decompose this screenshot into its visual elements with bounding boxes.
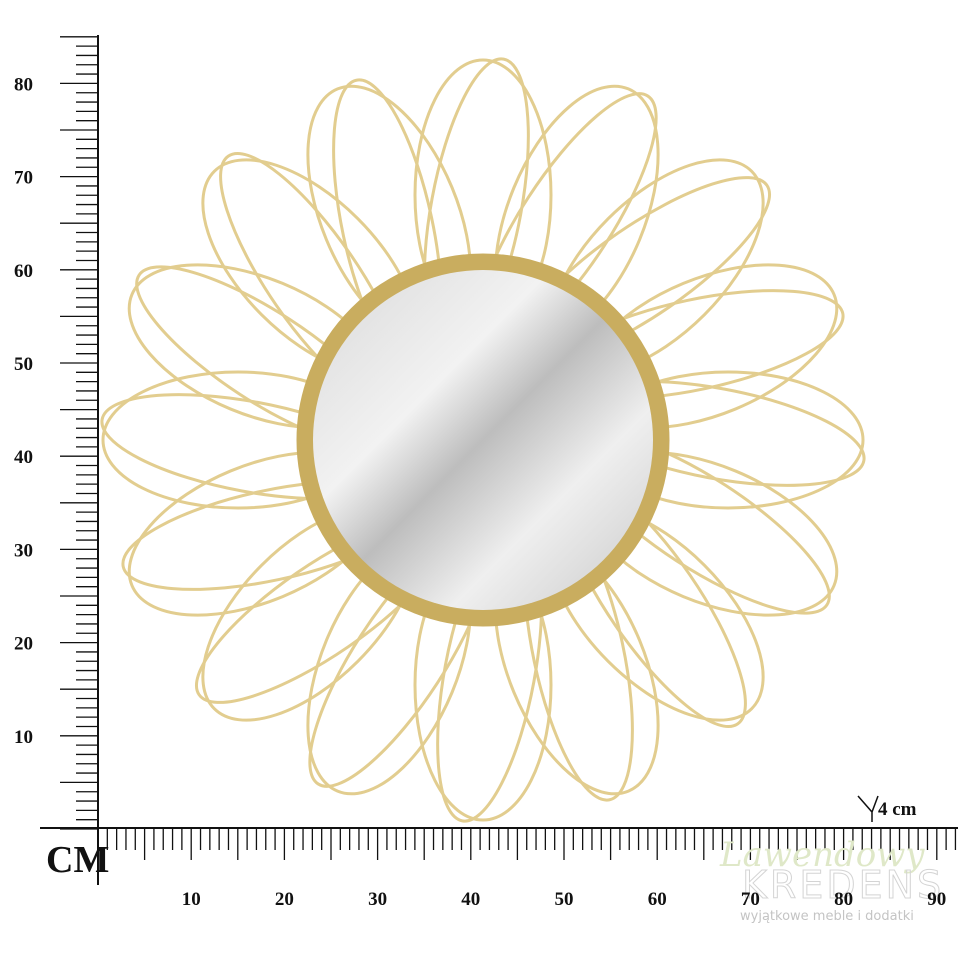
watermark-name: KREDENS (742, 863, 944, 907)
h-ruler-label: 10 (182, 889, 201, 910)
thickness-marker (857, 795, 879, 822)
mirror-glass (313, 270, 653, 610)
h-ruler-label: 90 (927, 889, 946, 910)
v-ruler-label: 20 (14, 634, 33, 655)
h-ruler-label: 30 (368, 889, 387, 910)
v-ruler-label: 50 (14, 354, 33, 375)
mirror-frame (296, 253, 670, 627)
v-ruler-label: 60 (14, 261, 33, 282)
unit-label: CM (46, 839, 109, 881)
ruler-ticks (60, 36, 957, 860)
watermark-brand: Lawendowy (719, 835, 925, 875)
h-ruler-label: 70 (741, 889, 760, 910)
h-ruler-label: 40 (461, 889, 480, 910)
v-ruler-label: 30 (14, 540, 33, 561)
h-ruler-label: 80 (834, 889, 853, 910)
v-ruler-label: 40 (14, 447, 33, 468)
h-ruler-label: 20 (275, 889, 294, 910)
h-ruler-label: 50 (555, 889, 574, 910)
thickness-note: 4 cm (878, 799, 917, 820)
v-ruler-label: 70 (14, 168, 33, 189)
v-ruler-label: 80 (14, 74, 33, 95)
h-ruler-label: 60 (648, 889, 667, 910)
v-ruler-label: 10 (14, 727, 33, 748)
watermark-tagline: wyjątkowe meble i dodatki (740, 909, 914, 924)
